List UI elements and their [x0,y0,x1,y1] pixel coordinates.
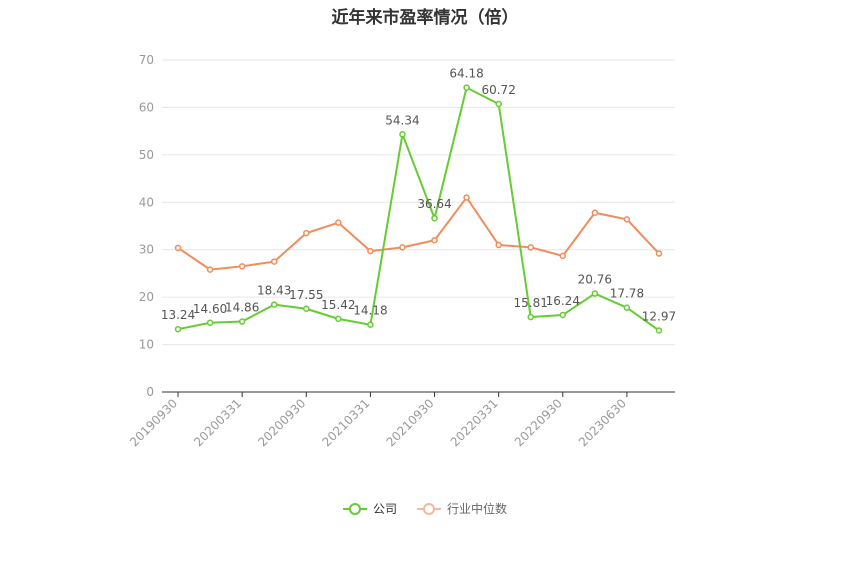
data-point-company [495,100,502,108]
data-label: 17.55 [289,288,323,302]
x-tick-label: 20220930 [512,396,565,449]
x-tick-label: 20210331 [319,396,372,449]
data-label: 20.76 [578,273,612,287]
data-label: 54.34 [385,113,419,127]
data-point-industry-median [623,216,631,223]
legend-label-industry-median: 行业中位数 [447,502,508,516]
data-point-company [591,290,599,297]
data-label: 60.72 [481,83,515,97]
data-point-company [335,315,342,323]
data-label: 13.24 [161,308,195,322]
y-tick-label: 70 [139,53,154,67]
legend-swatch-industry-median [417,502,441,516]
y-tick-label: 40 [139,195,154,209]
data-point-company [399,131,406,138]
data-point-industry-median [655,250,663,257]
data-label: 36.64 [417,197,451,211]
data-label: 17.78 [610,287,644,301]
data-point-company [367,321,374,328]
y-tick-label: 50 [139,148,154,162]
y-tick-label: 30 [139,243,154,257]
legend-label-company: 公司 [372,502,397,516]
x-tick-label: 20200331 [191,396,244,449]
data-point-industry-median [206,266,214,273]
data-point-company [623,304,631,311]
x-tick-label: 20200930 [255,396,308,449]
data-point-company [527,313,534,321]
data-point-industry-median [495,241,502,249]
data-point-industry-median [174,244,182,252]
data-point-company [270,301,278,308]
y-tick-label: 0 [146,385,154,399]
data-point-company [463,84,470,91]
data-label: 14.60 [193,302,227,316]
data-point-industry-median [270,258,278,265]
data-point-company [238,318,246,325]
data-point-company [431,214,438,222]
data-point-industry-median [527,244,534,251]
series-line-industry-median [177,196,660,271]
x-tick-label: 20220331 [448,396,501,449]
y-tick-label: 20 [139,290,154,304]
legend-item-industry-median[interactable]: 行业中位数 [417,500,507,517]
data-point-industry-median [463,194,470,201]
data-point-industry-median [431,236,438,244]
data-label: 16.24 [546,294,580,308]
legend-swatch-company [342,502,367,516]
data-point-company [206,319,214,327]
data-point-company [655,327,663,334]
data-point-industry-median [335,219,342,226]
data-label: 12.97 [642,309,676,323]
data-label: 15.81 [514,296,548,310]
data-label: 15.42 [321,298,355,312]
data-point-company [559,311,567,319]
x-tick-label: 20190930 [127,396,180,449]
series-line-company [177,86,660,332]
data-point-industry-median [399,244,406,251]
x-tick-label: 20230630 [576,396,629,449]
legend-item-company[interactable]: 公司 [342,500,397,517]
x-tick-label: 20210930 [384,396,437,449]
y-tick-label: 60 [139,100,154,114]
data-label: 64.18 [449,67,483,81]
data-point-company [303,305,310,313]
data-point-industry-median [303,229,310,237]
data-point-company [174,325,182,333]
data-label: 14.18 [353,304,387,318]
data-point-industry-median [559,252,567,260]
data-point-industry-median [367,247,374,255]
data-point-industry-median [238,263,246,270]
data-label: 18.43 [257,284,291,298]
y-tick-label: 10 [139,338,154,352]
data-label: 14.86 [225,301,259,315]
data-point-industry-median [591,209,599,216]
chart-title: 近年来市盈率情况（倍） [331,8,519,28]
legend: 公司 行业中位数 [0,500,850,517]
